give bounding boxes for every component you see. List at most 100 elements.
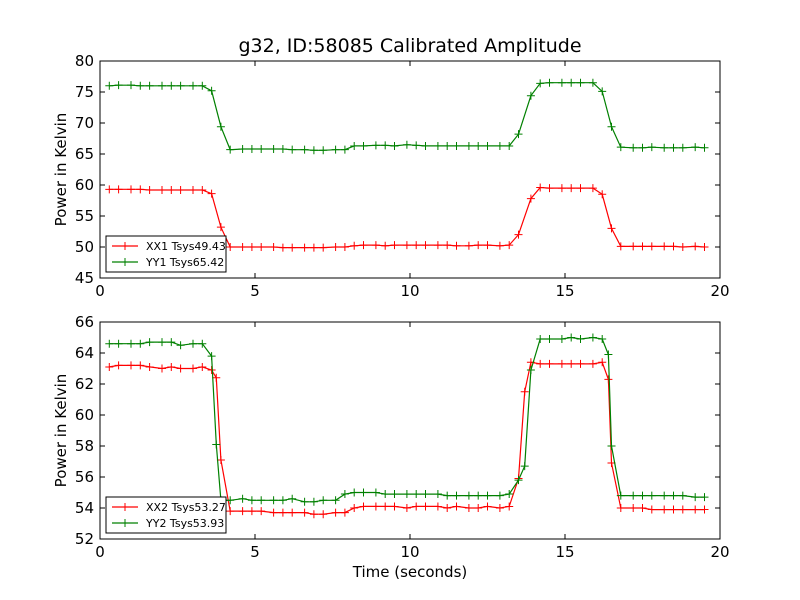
data-point-marker	[520, 462, 529, 471]
data-point-marker	[105, 185, 114, 194]
data-point-marker	[371, 141, 380, 150]
data-point-marker	[669, 242, 678, 251]
chart-title: g32, ID:58085 Calibrated Amplitude	[238, 35, 581, 57]
y-tick-label: 62	[75, 375, 94, 393]
data-point-marker	[390, 490, 399, 499]
data-point-marker	[495, 241, 504, 250]
y-tick-label: 50	[75, 238, 94, 256]
bottom-subplot: 0 5 10 15 20 52 54 56 58 60 62 64 66 Power in Kelvin T…	[52, 313, 730, 581]
data-point-marker	[331, 243, 340, 251]
data-point-marker	[567, 333, 576, 342]
data-point-marker	[247, 507, 256, 516]
data-point-marker	[350, 488, 359, 497]
data-point-marker	[381, 490, 390, 499]
data-point-marker	[700, 505, 709, 514]
data-point-marker	[136, 81, 145, 90]
x-tick-label: 15	[555, 282, 574, 300]
data-point-marker	[319, 243, 328, 252]
data-point-marker	[536, 79, 545, 88]
data-point-marker	[607, 224, 616, 233]
data-point-marker	[176, 185, 185, 194]
data-point-marker	[638, 242, 647, 251]
data-point-marker	[340, 490, 349, 499]
data-point-marker	[216, 455, 225, 464]
data-point-marker	[412, 241, 421, 250]
data-point-marker	[331, 496, 340, 505]
data-point-marker	[278, 243, 287, 252]
data-point-marker	[340, 243, 349, 251]
data-point-marker	[629, 143, 638, 152]
data-point-marker	[576, 78, 585, 87]
data-point-marker	[371, 488, 380, 497]
data-point-marker	[158, 185, 166, 194]
y-tick-label: 52	[75, 530, 94, 548]
y-tick-label: 60	[75, 406, 94, 424]
data-point-marker	[483, 141, 492, 150]
data-point-marker	[545, 184, 554, 193]
data-point-marker	[660, 505, 669, 514]
data-point-marker	[158, 81, 166, 90]
data-point-marker	[145, 338, 154, 347]
data-point-marker	[300, 508, 309, 517]
data-point-marker	[691, 493, 700, 502]
data-point-marker	[189, 339, 197, 348]
data-point-marker	[212, 440, 221, 449]
data-point-marker	[647, 242, 656, 251]
x-axis-label: Time (seconds)	[352, 563, 468, 581]
data-point-marker	[598, 87, 607, 96]
data-point-marker	[638, 504, 647, 512]
legend-marker	[121, 258, 129, 266]
data-point-marker	[198, 185, 207, 194]
data-point-marker	[114, 81, 123, 90]
data-point-marker	[207, 189, 216, 198]
data-point-marker	[526, 366, 535, 375]
data-point-marker	[588, 333, 597, 342]
data-point-marker	[567, 78, 576, 87]
data-point-marker	[495, 141, 504, 150]
data-point-marker	[207, 352, 216, 361]
x-tick-label: 0	[95, 543, 105, 561]
data-point-marker	[340, 145, 349, 154]
data-point-marker	[691, 505, 700, 514]
data-point-marker	[402, 241, 411, 250]
data-point-marker	[526, 91, 535, 100]
data-point-marker	[114, 361, 123, 370]
data-point-marker	[604, 350, 613, 359]
data-point-marker	[198, 339, 207, 348]
data-point-marker	[238, 507, 247, 516]
legend-marker	[121, 242, 129, 250]
data-point-marker	[433, 490, 442, 499]
data-point-marker	[433, 141, 442, 150]
data-point-marker	[127, 81, 135, 90]
data-point-marker	[660, 491, 669, 500]
data-point-marker	[505, 502, 514, 511]
data-point-marker	[678, 491, 687, 500]
data-point-marker	[176, 341, 185, 350]
y-tick-label: 70	[75, 114, 94, 132]
data-point-marker	[257, 145, 266, 154]
data-point-marker	[616, 242, 625, 251]
data-point-marker	[381, 141, 390, 150]
data-point-marker	[607, 442, 616, 450]
data-point-marker	[638, 491, 647, 500]
legend-label: XX2 Tsys53.27	[146, 501, 226, 514]
data-point-marker	[576, 184, 585, 193]
x-tick-label: 10	[400, 543, 419, 561]
data-point-marker	[660, 143, 669, 152]
data-point-marker	[176, 81, 185, 90]
data-point-marker	[300, 497, 309, 506]
data-point-marker	[114, 185, 123, 194]
data-point-marker	[331, 508, 340, 517]
data-point-marker	[402, 504, 411, 512]
data-point-marker	[257, 496, 266, 505]
data-point-marker	[226, 496, 235, 505]
data-point-marker	[474, 241, 483, 250]
data-point-marker	[158, 364, 166, 373]
data-point-marker	[309, 146, 318, 155]
data-point-marker	[269, 145, 278, 154]
data-point-marker	[616, 491, 625, 500]
data-point-marker	[629, 491, 638, 500]
data-point-marker	[629, 242, 638, 251]
data-point-marker	[452, 241, 461, 250]
